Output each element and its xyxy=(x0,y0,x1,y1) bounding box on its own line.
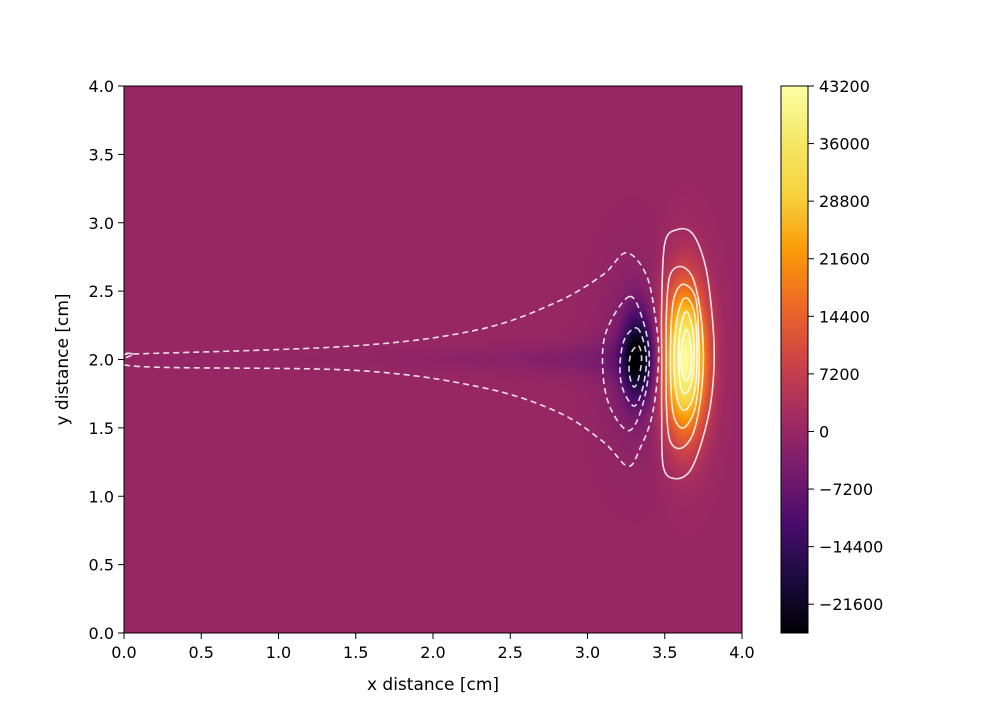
colorbar-tick-label: −7200 xyxy=(819,480,873,499)
x-axis-label: x distance [cm] xyxy=(367,675,499,695)
x-tick-label: 4.0 xyxy=(729,643,754,662)
y-tick-label: 1.5 xyxy=(89,419,114,438)
x-tick-label: 2.5 xyxy=(498,643,523,662)
x-tick-label: 3.0 xyxy=(575,643,600,662)
colorbar-frame xyxy=(780,85,809,634)
positive-contour xyxy=(677,310,695,395)
y-tick-label: 3.0 xyxy=(89,214,114,233)
positive-contour xyxy=(669,283,701,429)
colorbar-tick-label: 28800 xyxy=(819,192,870,211)
y-tick-label: 3.5 xyxy=(89,145,114,164)
colorbar-tick-label: 36000 xyxy=(819,135,870,154)
x-tick-label: 0.0 xyxy=(111,643,136,662)
colorbar-tick-label: −21600 xyxy=(819,595,883,614)
positive-contour xyxy=(673,297,699,411)
x-tick-label: 0.5 xyxy=(189,643,214,662)
colorbar: 43200 36000 28800 21600 14400 7200 0 −7200 −1440… xyxy=(780,77,883,634)
plot-area xyxy=(123,85,743,634)
y-tick-label: 2.5 xyxy=(89,282,114,301)
x-axis: 0.0 0.5 1.0 1.5 2.0 2.5 3.0 3.5 4.0 xyxy=(111,633,755,662)
contour-layer xyxy=(124,227,716,480)
colorbar-tick-label: 7200 xyxy=(819,365,860,384)
x-tick-label: 1.0 xyxy=(266,643,291,662)
colorbar-tick-label: 14400 xyxy=(819,307,870,326)
y-tick-label: 1.0 xyxy=(89,487,114,506)
positive-contour xyxy=(680,328,693,381)
x-tick-label: 3.5 xyxy=(652,643,677,662)
positive-contour xyxy=(665,265,705,450)
y-tick-label: 2.0 xyxy=(89,351,114,370)
positive-contour xyxy=(660,227,716,480)
colorbar-tick-label: 21600 xyxy=(819,250,870,269)
colorbar-ticks: 43200 36000 28800 21600 14400 7200 0 −7200 −1440… xyxy=(808,77,883,614)
negative-contour xyxy=(601,295,651,432)
y-tick-label: 4.0 xyxy=(89,77,114,96)
x-tick-label: 2.0 xyxy=(420,643,445,662)
y-tick-label: 0.0 xyxy=(89,624,114,643)
y-axis: 0.0 0.5 1.0 1.5 2.0 2.5 3.0 3.5 4.0 xyxy=(89,77,124,643)
heatmap-image xyxy=(124,86,742,633)
negative-contour xyxy=(628,344,643,388)
colorbar-gradient xyxy=(781,86,808,633)
colorbar-tick-label: −14400 xyxy=(819,538,883,557)
y-tick-label: 0.5 xyxy=(89,556,114,575)
y-axis-label: y distance [cm] xyxy=(53,293,73,425)
x-tick-label: 1.5 xyxy=(343,643,368,662)
colorbar-tick-label: 43200 xyxy=(819,77,870,96)
negative-contour xyxy=(619,327,648,407)
colorbar-tick-label: 0 xyxy=(819,422,829,441)
negative-contour xyxy=(124,251,660,468)
